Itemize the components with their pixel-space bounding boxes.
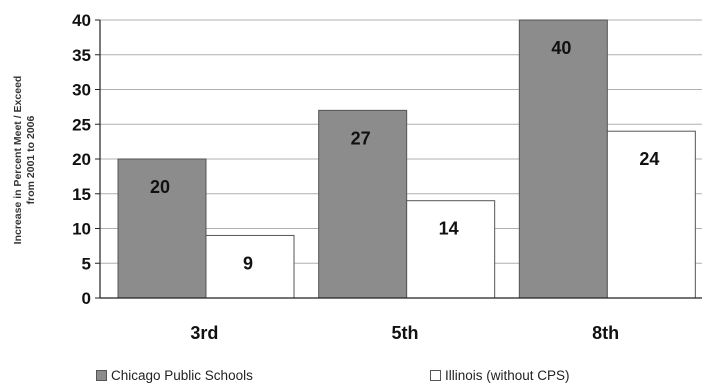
x-tick-label-3rd: 3rd [190,323,218,343]
data-label-chicago-8th: 40 [551,38,571,58]
bar-illinois-5th [406,200,496,299]
x-tick-label-5th: 5th [392,323,419,343]
x-tick-label-8th: 8th [592,323,619,343]
y-tick-label-20: 20 [72,150,91,169]
y-tick-label-25: 25 [72,115,91,134]
legend-label-illinois: Illinois (without CPS) [445,368,570,383]
bar-chicago-3rd [117,158,207,299]
bar-illinois-3rd [205,234,295,299]
y-axis-label-line-2: from 2001 to 2006 [25,115,37,205]
y-tick-label-30: 30 [72,81,91,100]
legend-label-chicago: Chicago Public Schools [111,368,253,383]
legend-swatch-chicago [96,370,107,381]
legend-item-chicago: Chicago Public Schools [96,368,253,383]
y-tick-label-5: 5 [82,254,91,273]
data-label-illinois-5th: 14 [439,219,459,239]
bar-illinois-8th [606,130,696,299]
legend-item-illinois: Illinois (without CPS) [430,368,570,383]
y-tick-label-10: 10 [72,220,91,239]
y-axis-label-line-1: Increase in Percent Meet / Exceed [12,75,24,245]
bar-chicago-8th [518,19,608,299]
y-axis-label: Increase in Percent Meet / Exceed from 2… [12,45,72,275]
y-tick-label-35: 35 [72,46,91,65]
data-label-chicago-3rd: 20 [150,177,170,197]
y-tick-label-0: 0 [82,289,91,308]
legend-swatch-illinois [430,370,441,381]
y-tick-label-40: 40 [72,11,91,30]
bar-chicago-5th [318,109,408,299]
data-label-illinois-3rd: 9 [243,253,253,273]
data-label-illinois-8th: 24 [639,149,659,169]
y-tick-label-15: 15 [72,185,91,204]
data-label-chicago-5th: 27 [351,128,371,148]
